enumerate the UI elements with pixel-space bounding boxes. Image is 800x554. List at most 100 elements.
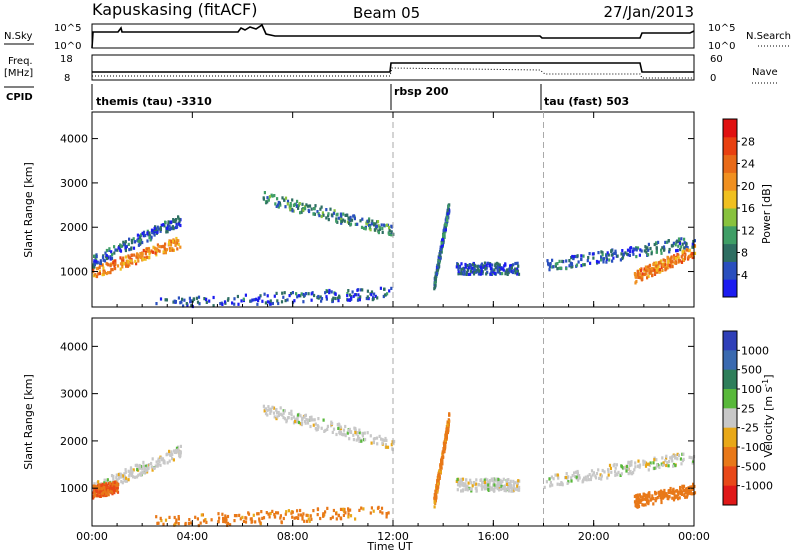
power-cell [340, 221, 343, 225]
vel-cell [665, 492, 668, 496]
power-cell [262, 196, 265, 200]
power-cell [352, 294, 355, 298]
power-cell [624, 251, 627, 255]
power-cell [273, 194, 276, 198]
power-cell [644, 245, 647, 249]
power-cell [600, 255, 603, 259]
power-cell [276, 299, 279, 303]
power-cell [283, 198, 286, 202]
vel-cell [331, 515, 334, 519]
vel-cell [331, 422, 334, 426]
vel-cell [649, 498, 652, 502]
vel-cell [335, 512, 338, 516]
vel-cell [275, 417, 278, 421]
vel-cell [433, 493, 436, 497]
vel-cell [499, 478, 502, 482]
power-cell [626, 252, 629, 256]
vel-cell [348, 427, 351, 431]
power-cell [304, 292, 308, 296]
power-cell [157, 248, 160, 252]
vel-cell [582, 479, 585, 483]
power-cell [549, 262, 552, 266]
vel-cell [560, 482, 563, 486]
vel-cell [486, 478, 489, 482]
power-cell [162, 250, 165, 254]
power-cell [275, 204, 278, 208]
power-cell [434, 277, 437, 281]
power-cell [641, 274, 644, 278]
power-cell [163, 246, 166, 250]
vel-cell [616, 473, 619, 477]
power-cell [383, 287, 386, 291]
power-cell [159, 297, 163, 301]
vel-cell [658, 465, 661, 469]
vel-cell [378, 434, 381, 438]
vel-cell [106, 478, 109, 482]
power-cell [176, 247, 179, 251]
vel-cell [464, 482, 467, 486]
power-cell [295, 292, 298, 296]
vel-cell [129, 471, 132, 475]
power-cell [348, 293, 352, 297]
vel-cell [634, 465, 637, 469]
power-cell [692, 253, 695, 257]
vel-cell [470, 487, 473, 491]
power-colorbar-swatch [723, 119, 737, 138]
vel-cell [155, 515, 158, 519]
vel-cell [309, 416, 312, 420]
vel-cell [123, 478, 126, 482]
vel-cell [267, 512, 270, 516]
vel-cell [644, 464, 648, 468]
power-cell [591, 252, 594, 256]
vel-cell [271, 405, 274, 409]
power-cell [233, 302, 236, 306]
power-cell [467, 266, 470, 270]
vel-cell [294, 419, 297, 424]
vel-cell [364, 437, 367, 442]
power-cell [467, 272, 470, 276]
vel-cell [628, 471, 632, 475]
vel-cell [567, 480, 570, 484]
vel-cell [625, 469, 628, 473]
vel-cell [475, 486, 478, 490]
vel-cell [250, 520, 253, 524]
vel-cell [674, 464, 677, 468]
y-tick-label: 1000 [60, 266, 88, 279]
power-cell [105, 271, 108, 276]
vel-cell [588, 473, 591, 477]
power-cell [158, 249, 161, 253]
power-cell [130, 246, 133, 250]
power-cell [271, 301, 274, 306]
cpid-segment-themis: themis (tau) -3310 [96, 95, 212, 108]
power-cell [146, 239, 149, 243]
vel-cell [691, 487, 694, 491]
power-cell [510, 266, 513, 270]
vel-cell [630, 460, 633, 464]
power-cell [444, 228, 447, 232]
vel-cell [358, 431, 361, 435]
power-cell [376, 296, 379, 300]
power-cell [643, 272, 646, 276]
power-cell [266, 200, 269, 204]
vel-cell [608, 463, 612, 467]
power-cell [495, 261, 499, 265]
vel-cell [266, 413, 269, 417]
vel-cell [319, 516, 322, 521]
power-cell [231, 301, 234, 305]
vel-cell [264, 412, 268, 416]
velocity-colorbar-label: Velocity [m s-1] [761, 374, 776, 457]
power-cell [377, 224, 380, 228]
power-cell [124, 240, 127, 244]
power-cell [130, 238, 133, 242]
power-cell [302, 292, 305, 297]
vel-cell [606, 476, 609, 480]
power-cell [172, 227, 175, 231]
vel-cell [693, 491, 697, 495]
vel-cell [316, 513, 319, 517]
vel-cell [512, 485, 515, 489]
vel-cell [241, 515, 244, 519]
power-cell [638, 273, 641, 278]
power-cell [165, 298, 168, 302]
vel-cell [507, 486, 510, 490]
